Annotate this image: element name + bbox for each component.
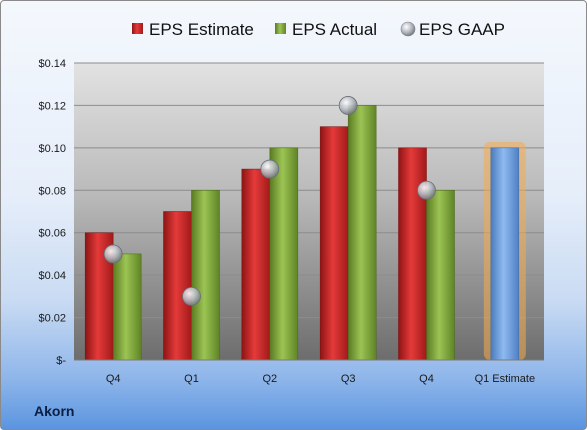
x-tick-label: Q4 [419,373,434,385]
y-tick-label: $0.06 [38,228,66,240]
x-tick-label: Q2 [262,373,277,385]
gridlines [74,62,544,361]
legend-swatch [400,21,416,37]
company-name: Akorn [34,403,75,419]
y-tick-label: $- [56,355,66,367]
bar-eps-actual [191,190,220,361]
marker-eps-gaap [417,180,436,200]
legend-label: EPS Actual [292,20,377,39]
bar-eps-estimate [241,168,271,361]
bar-eps-actual [347,105,377,361]
bar-eps-estimate [319,126,349,361]
y-tick-label: $0.02 [38,313,66,325]
marker-eps-gaap [260,159,280,179]
x-tick-label: Q1 Estimate [475,373,536,385]
bar-eps-actual [112,253,142,361]
y-tick-label: $0.14 [38,58,66,70]
y-tick-label: $0.08 [38,185,66,197]
bar-eps-forecast [490,147,520,361]
marker-eps-gaap [182,286,201,306]
legend-swatch [132,23,143,34]
bar-eps-estimate [163,211,192,361]
plot-area [74,63,544,360]
bar-eps-actual [426,190,455,361]
gaap-markers [103,96,436,306]
y-tick-label: $0.10 [38,143,66,155]
x-tick-label: Q4 [106,373,121,385]
y-tick-label: $0.12 [38,100,66,112]
axes: $- $0.02 $0.04 $0.06 $0.08 $0.10 $0.12 $0.14 Q4 Q… [38,58,544,385]
marker-eps-gaap [103,244,123,264]
x-tick-label: Q1 [184,373,199,385]
bar-eps-actual [269,147,299,361]
bar-eps-estimate [398,147,427,361]
x-tick-label: Q3 [341,373,356,385]
marker-eps-gaap [338,96,358,115]
legend-swatch [275,23,286,34]
y-tick-label: $0.04 [38,270,66,282]
legend: EPS Estimate EPS Actual EPS GAAP [132,20,505,39]
legend-label: EPS Estimate [149,20,254,39]
legend-label: EPS GAAP [419,20,505,39]
